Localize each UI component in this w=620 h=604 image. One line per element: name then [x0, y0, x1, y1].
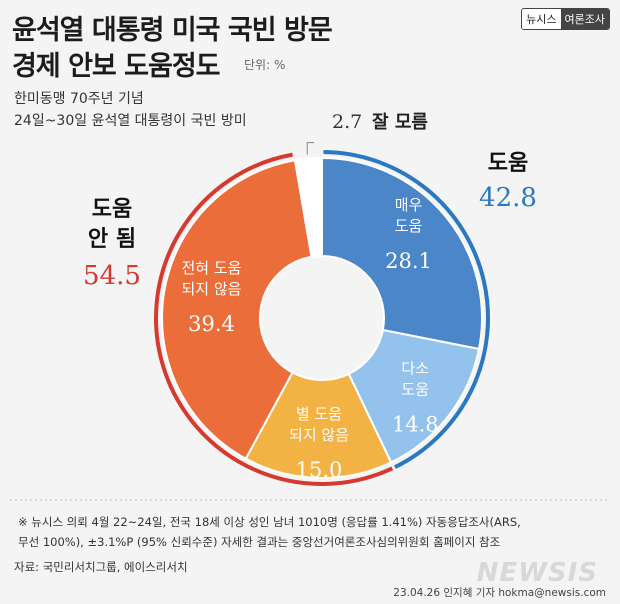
survey-note-line-2: 무선 100%), ±3.1%P (95% 신뢰수준) 자세한 결과는 중앙선거… [18, 535, 501, 549]
dont-know-label: 잘 모름 [372, 112, 428, 133]
group-label-not-help: 안 됨 [88, 227, 136, 252]
slice-value-4: 39.4 [188, 312, 235, 336]
credit-text: 23.04.26 인지혜 기자 hokma@newsis.com [393, 587, 606, 599]
source-text: 자료: 국민리서치그룹, 에이스리서치 [14, 560, 188, 574]
group-outline-help [323, 150, 490, 469]
slice-value-3: 15.0 [296, 458, 343, 482]
slice-3 [244, 371, 393, 479]
group-label-help: 도움 [488, 151, 528, 176]
dont-know-leader-line [306, 142, 315, 155]
brand-right: 여론조사 [560, 9, 609, 29]
survey-note: ※ 뉴시스 의뢰 4월 22~24일, 전국 18세 이상 성인 남녀 1010… [18, 512, 598, 552]
dont-know-value: 2.7 [332, 111, 362, 133]
group-label-not-help: 도움 [92, 197, 132, 222]
slice-label-1: 도움 [395, 217, 423, 235]
page-subtitle-title: 경제 안보 도움정도 [12, 51, 221, 82]
subtitle-line-1: 한미동맹 70주년 기념 [14, 91, 144, 107]
newsis-logo: NEWSIS [476, 558, 598, 588]
group-value-not-help: 54.5 [83, 261, 141, 291]
slice-1 [321, 156, 483, 351]
group-value-help: 42.8 [479, 183, 537, 213]
brand-badge: 뉴시스 여론조사 [521, 8, 610, 30]
page-title: 윤석열 대통령 미국 국빈 방문 [12, 15, 333, 46]
unit-label: 단위: % [244, 58, 286, 72]
group-outline-not-help [154, 152, 394, 486]
slice-label-4: 되지 않음 [182, 280, 242, 298]
slice-label-4: 전혀 도움 [182, 259, 242, 277]
slice-label-1: 매우 [395, 196, 423, 214]
slice-value-2: 14.8 [392, 412, 439, 436]
slice-2 [347, 328, 481, 464]
slice-label-2: 다소 [401, 359, 429, 377]
slice-4 [161, 159, 313, 461]
slice-label-3: 되지 않음 [289, 426, 349, 444]
survey-note-line-1: ※ 뉴시스 의뢰 4월 22~24일, 전국 18세 이상 성인 남녀 1010… [18, 515, 521, 529]
slice-5 [293, 156, 323, 259]
slice-value-1: 28.1 [385, 249, 432, 273]
brand-left: 뉴시스 [522, 9, 561, 29]
slice-label-3: 별 도움 [296, 405, 342, 423]
slice-label-2: 도움 [401, 380, 429, 398]
subtitle-line-2: 24일~30일 윤석열 대통령이 국빈 방미 [14, 113, 247, 129]
